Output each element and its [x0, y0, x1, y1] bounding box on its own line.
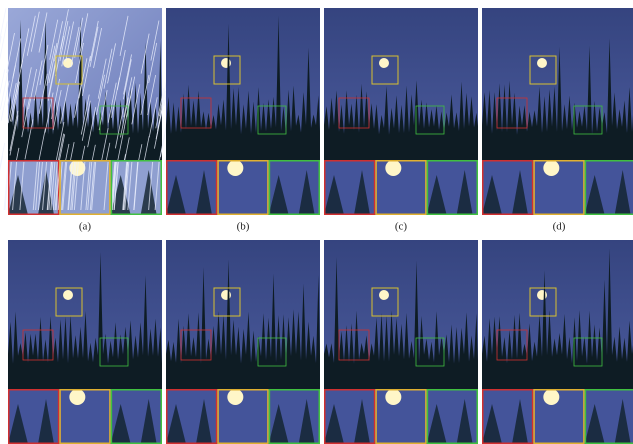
rain-streak [0, 143, 5, 183]
panel [324, 240, 478, 444]
moon-zoom [227, 160, 243, 176]
moon-zoom [543, 389, 559, 405]
moon-zoom [385, 389, 401, 405]
panel [482, 240, 633, 444]
panel [482, 8, 633, 215]
panel [8, 240, 162, 444]
panel [324, 8, 478, 215]
moon [537, 58, 547, 68]
rain-streak [0, 21, 7, 61]
panel-label: (d) [553, 221, 566, 233]
moon [537, 290, 547, 300]
panel [166, 240, 320, 444]
moon-zoom [69, 389, 85, 405]
panel [0, 8, 180, 215]
moon-zoom [543, 160, 559, 176]
panel-label: (b) [237, 221, 250, 233]
moon [379, 58, 389, 68]
moon-zoom [227, 389, 243, 405]
moon [379, 290, 389, 300]
panel-label: (c) [395, 221, 408, 233]
moon [63, 290, 73, 300]
panel-label: (a) [79, 221, 92, 233]
panel [166, 8, 320, 215]
moon-zoom [385, 160, 401, 176]
figure: (a) (b) (c) (d) [0, 0, 633, 444]
